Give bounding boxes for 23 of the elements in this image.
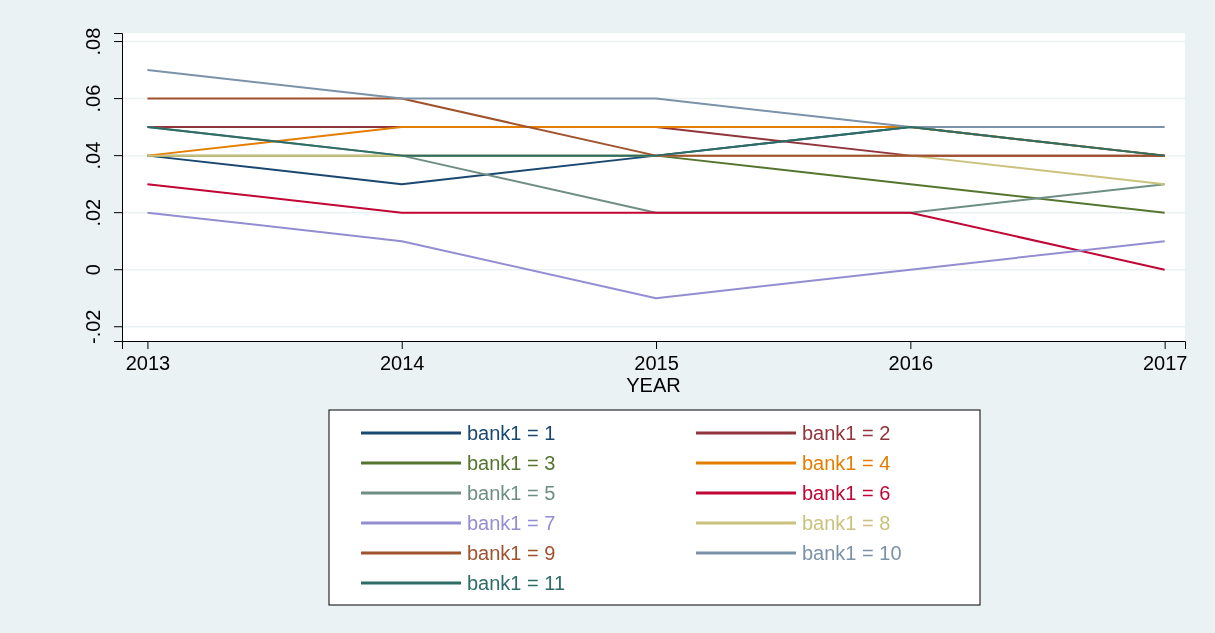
x-tick-label: 2016 <box>888 352 934 374</box>
legend-label: bank1 = 4 <box>802 452 891 474</box>
x-tick-label: 2013 <box>125 352 171 374</box>
legend-label: bank1 = 1 <box>467 422 556 444</box>
legend-label: bank1 = 11 <box>467 572 566 594</box>
y-tick-label: -.02 <box>82 309 104 344</box>
legend-label: bank1 = 6 <box>802 482 891 504</box>
y-tick-label: .08 <box>82 27 104 56</box>
legend-label: bank1 = 7 <box>467 512 556 534</box>
y-tick-label: .06 <box>82 84 104 113</box>
y-tick-label: 0 <box>82 264 104 276</box>
x-axis-title: YEAR <box>626 374 681 396</box>
legend-label: bank1 = 10 <box>802 542 902 564</box>
x-tick-label: 2017 <box>1142 352 1188 374</box>
x-tick-label: 2014 <box>379 352 425 374</box>
legend-label: bank1 = 5 <box>467 482 556 504</box>
legend-label: bank1 = 3 <box>467 452 556 474</box>
legend-label: bank1 = 2 <box>802 422 891 444</box>
y-tick-label: .04 <box>82 141 104 170</box>
legend-label: bank1 = 9 <box>467 542 556 564</box>
x-tick-label: 2015 <box>634 352 679 374</box>
legend-label: bank1 = 8 <box>802 512 891 534</box>
y-tick-label: .02 <box>82 198 104 227</box>
